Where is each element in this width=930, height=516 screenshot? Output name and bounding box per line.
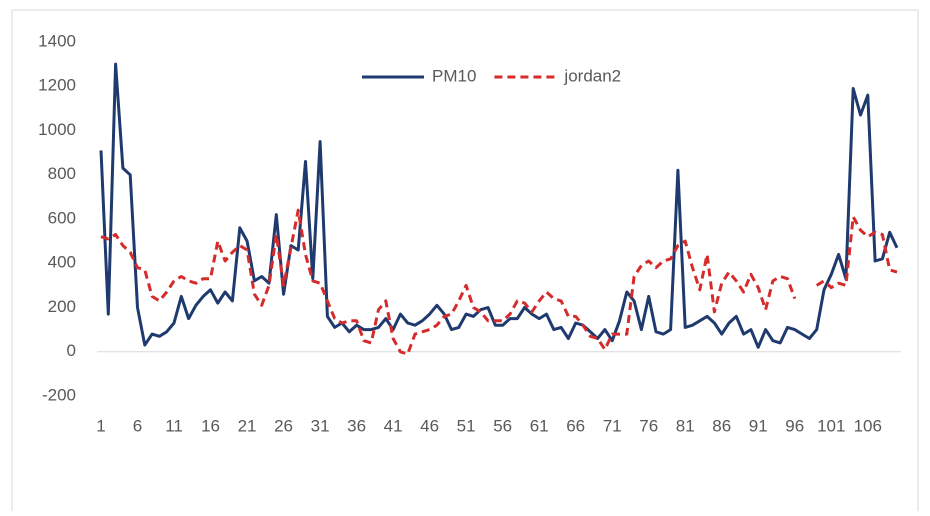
x-tick-label: 61 [530, 416, 549, 435]
chart-frame [11, 9, 919, 516]
y-tick-label: 600 [48, 208, 76, 227]
series-line [100, 208, 898, 356]
x-tick-label: 26 [274, 416, 293, 435]
x-tick-label: 76 [639, 416, 658, 435]
x-tick-label: 71 [603, 416, 622, 435]
x-tick-label: 86 [712, 416, 731, 435]
x-tick-label: 16 [201, 416, 220, 435]
y-tick-label: 1200 [38, 76, 76, 95]
x-tick-label: 91 [749, 416, 768, 435]
x-tick-label: 6 [133, 416, 142, 435]
y-tick-label: 1000 [38, 120, 76, 139]
x-tick-label: 11 [165, 416, 183, 435]
x-tick-label: 41 [384, 416, 403, 435]
y-tick-label: 0 [67, 341, 76, 360]
legend-label: PM10 [432, 66, 476, 85]
y-tick-label: 400 [48, 253, 76, 272]
x-tick-label: 51 [457, 416, 476, 435]
x-tick-label: 101 [817, 416, 845, 435]
x-tick-label: 21 [238, 416, 257, 435]
x-tick-label: 56 [493, 416, 512, 435]
x-tick-label: 96 [785, 416, 804, 435]
x-tick-label: 36 [347, 416, 366, 435]
series-line [99, 62, 899, 349]
x-tick-label: 81 [676, 416, 695, 435]
y-tick-label: -200 [42, 385, 76, 404]
y-tick-label: 200 [48, 297, 76, 316]
x-tick-label: 66 [566, 416, 585, 435]
x-tick-label: 46 [420, 416, 439, 435]
x-tick-label: 106 [854, 416, 882, 435]
y-tick-label: 1400 [38, 31, 76, 50]
x-tick-label: 1 [96, 416, 105, 435]
legend-label: jordan2 [563, 66, 621, 85]
x-tick-label: 31 [311, 416, 330, 435]
y-tick-label: 800 [48, 164, 76, 183]
